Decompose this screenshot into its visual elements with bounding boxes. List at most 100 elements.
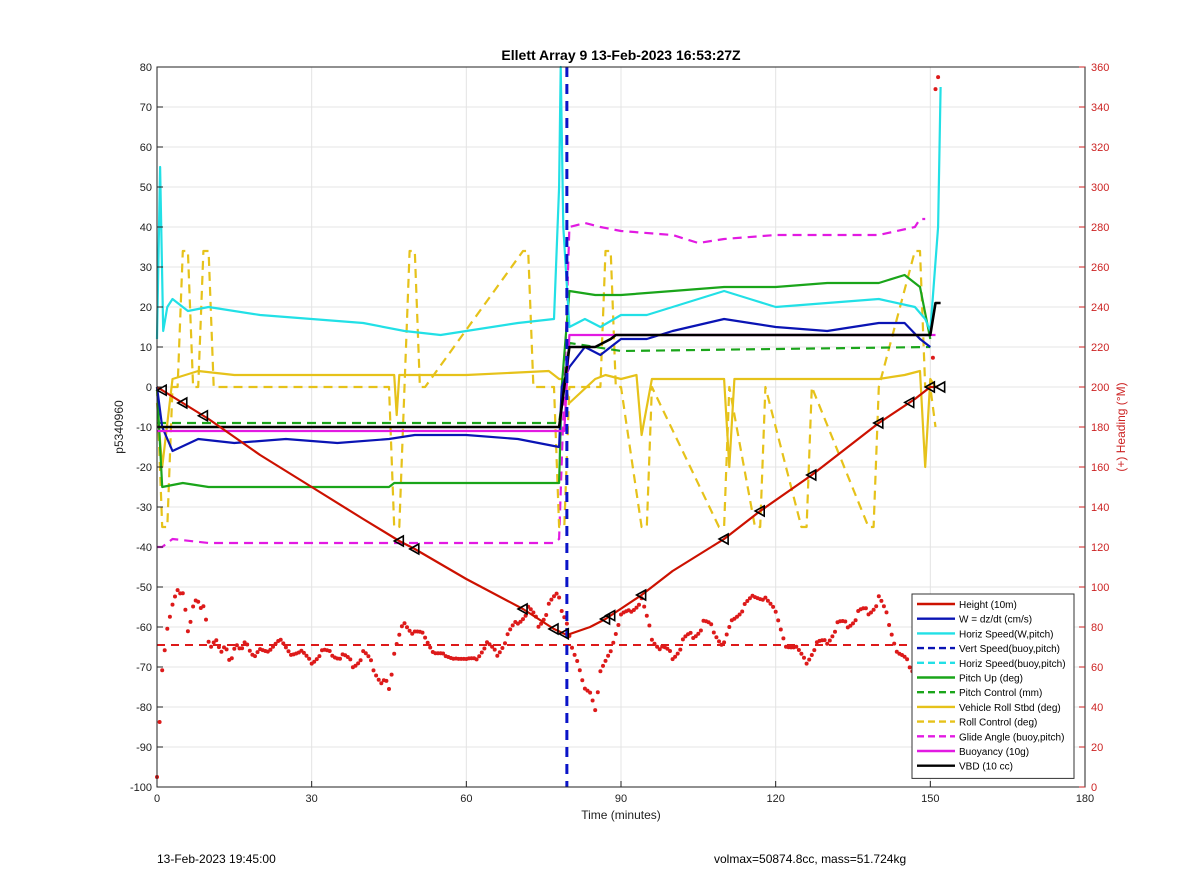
heading-point	[180, 591, 185, 596]
legend-label: Roll Control (deg)	[959, 718, 1037, 729]
x-axis-label: Time (minutes)	[581, 808, 661, 822]
heading-point	[742, 602, 747, 606]
heading-point	[521, 617, 525, 622]
heading-point	[518, 619, 523, 624]
heading-point	[407, 628, 412, 633]
heading-point	[157, 720, 162, 724]
heading-point	[384, 678, 389, 683]
heading-point	[709, 622, 714, 627]
heading-point	[353, 663, 358, 668]
heading-point	[232, 646, 237, 651]
heading-point	[183, 607, 188, 612]
heading-point	[253, 654, 257, 659]
heading-point	[482, 646, 487, 651]
heading-point	[781, 636, 786, 641]
heading-point	[271, 644, 275, 649]
heading-point	[727, 625, 732, 629]
x-tick-label: 90	[615, 793, 627, 805]
height-marker	[598, 612, 611, 626]
heading-point	[936, 75, 941, 80]
series-line	[155, 317, 931, 453]
heading-point	[580, 678, 585, 683]
heading-point	[255, 650, 260, 655]
heading-point	[848, 623, 853, 628]
height-marker	[872, 416, 884, 430]
heading-point	[889, 632, 894, 637]
y-tick-label: -10	[136, 422, 152, 434]
y-right-tick-label: 220	[1091, 342, 1109, 354]
heading-point	[588, 690, 593, 695]
heading-point	[765, 598, 770, 603]
heading-point	[799, 651, 804, 656]
heading-point	[423, 635, 428, 640]
heading-point	[234, 643, 239, 648]
y-right-tick-label: 160	[1091, 462, 1109, 474]
heading-point	[392, 651, 397, 656]
y-right-tick-label: 60	[1091, 662, 1103, 674]
y-axis-label: p5340960	[112, 400, 126, 454]
height-marker	[634, 588, 647, 602]
heading-point	[577, 668, 582, 673]
heading-point	[420, 630, 425, 635]
heading-point	[376, 677, 381, 682]
heading-point	[229, 656, 234, 661]
heading-point	[590, 698, 595, 703]
y-right-tick-label: 40	[1091, 702, 1103, 714]
heading-point	[301, 650, 306, 655]
heading-point	[717, 639, 721, 644]
height-marker	[155, 383, 167, 397]
heading-point	[812, 648, 817, 653]
heading-point	[510, 623, 515, 628]
heading-point	[825, 641, 830, 646]
heading-point	[495, 653, 500, 658]
y-right-tick-label: 100	[1091, 582, 1109, 594]
heading-point	[167, 614, 172, 619]
heading-point	[497, 650, 502, 655]
heading-point	[490, 644, 495, 649]
heading-point	[278, 637, 283, 642]
heading-point	[523, 613, 528, 618]
heading-point	[745, 599, 750, 603]
heading-point	[474, 657, 479, 662]
legend-label: W = dz/dt (cm/s)	[959, 615, 1032, 626]
heading-point	[698, 628, 703, 633]
heading-point	[595, 690, 600, 695]
heading-point	[268, 647, 273, 652]
plot-area	[155, 65, 946, 787]
heading-point	[247, 648, 252, 653]
heading-point	[281, 641, 286, 646]
y-tick-label: -80	[136, 702, 152, 714]
y-right-tick-label: 120	[1091, 542, 1109, 554]
heading-point	[312, 659, 317, 664]
heading-point	[833, 629, 837, 634]
heading-point	[642, 604, 647, 609]
height-marker	[903, 396, 915, 409]
y-right-tick-label: 320	[1091, 142, 1109, 154]
heading-point	[399, 624, 404, 629]
heading-point	[348, 657, 353, 662]
height-marker	[805, 468, 817, 482]
heading-point	[389, 672, 394, 677]
heading-point	[601, 663, 605, 668]
y-right-tick-label: 300	[1091, 182, 1109, 194]
heading-point	[593, 708, 598, 713]
heading-point	[572, 652, 577, 657]
heading-point	[425, 640, 430, 645]
y-right-tick-label: 80	[1091, 622, 1103, 634]
heading-point	[871, 607, 876, 612]
heading-point	[374, 673, 379, 678]
heading-point	[188, 619, 193, 624]
height-marker	[547, 622, 559, 636]
heading-point	[394, 642, 399, 646]
heading-point	[853, 618, 858, 623]
series-line	[155, 249, 937, 529]
heading-point	[366, 654, 371, 659]
heading-point	[598, 669, 603, 674]
y-right-tick-label: 20	[1091, 742, 1103, 754]
y-tick-label: 20	[140, 302, 152, 314]
heading-point	[338, 656, 342, 661]
heading-point	[740, 609, 745, 614]
heading-point	[170, 602, 175, 607]
legend-label: Vehicle Roll Stbd (deg)	[959, 703, 1061, 714]
heading-point	[570, 645, 574, 650]
